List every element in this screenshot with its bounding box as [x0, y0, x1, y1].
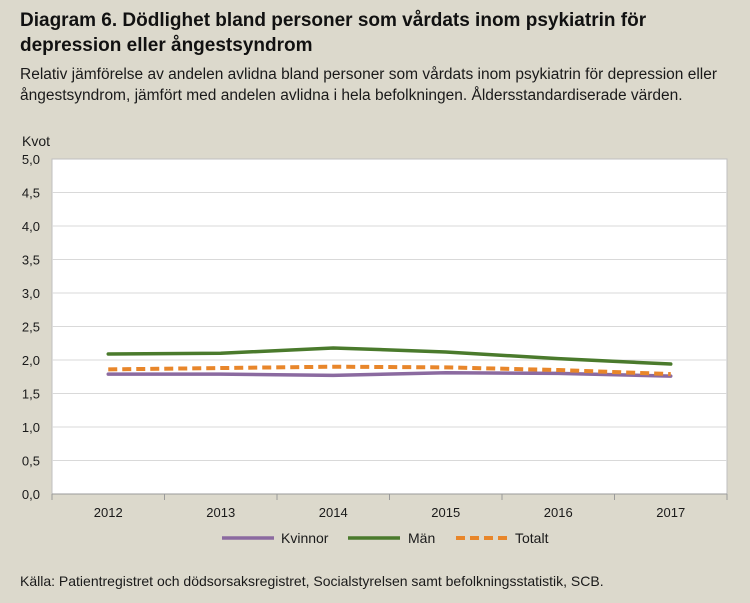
x-tick-label: 2016	[544, 505, 573, 520]
x-tick-label: 2017	[656, 505, 685, 520]
x-tick-label: 2014	[319, 505, 348, 520]
y-tick-label: 3,5	[22, 253, 40, 268]
series-line-1	[106, 370, 673, 378]
y-tick-label: 0,0	[22, 487, 40, 502]
x-tick-label: 2012	[94, 505, 123, 520]
legend-label: Kvinnor	[281, 530, 329, 546]
y-tick-label: 2,5	[22, 320, 40, 335]
y-tick-label: 2,0	[22, 353, 40, 368]
y-tick-label: 5,0	[22, 152, 40, 167]
y-tick-label: 1,5	[22, 387, 40, 402]
y-tick-label: 0,5	[22, 454, 40, 469]
source-note: Källa: Patientregistret och dödsorsaksre…	[20, 573, 604, 589]
series-line-2	[106, 346, 673, 366]
y-axis-label: Kvot	[22, 133, 50, 149]
legend-label: Totalt	[515, 530, 549, 546]
x-tick-label: 2015	[431, 505, 460, 520]
legend-label: Män	[408, 530, 435, 546]
x-tick-label: 2013	[206, 505, 235, 520]
chart-title: Diagram 6. Dödlighet bland personer som …	[20, 10, 647, 56]
y-tick-label: 3,0	[22, 286, 40, 301]
y-tick-label: 4,5	[22, 186, 40, 201]
series-line-3	[108, 364, 671, 377]
y-tick-label: 4,0	[22, 219, 40, 234]
chart-subtitle: Relativ jämförelse av andelen avlidna bl…	[20, 66, 717, 104]
y-tick-label: 1,0	[22, 420, 40, 435]
